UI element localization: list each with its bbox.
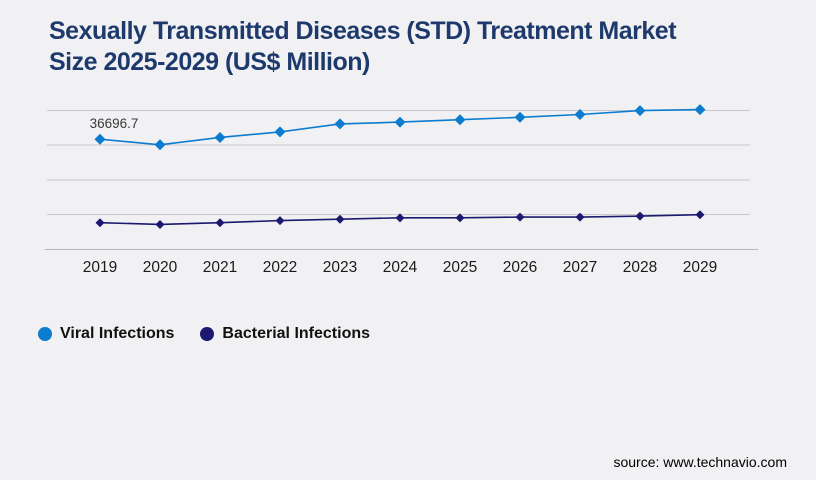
x-axis-tick-label: 2021 <box>203 259 237 276</box>
legend-item-bacterial-infections: Bacterial Infections <box>200 325 370 343</box>
data-point-marker-viral-infections <box>154 139 166 151</box>
legend-marker-icon <box>38 327 52 341</box>
legend-marker-icon <box>200 327 215 341</box>
x-axis-tick-label: 2019 <box>83 259 117 276</box>
data-point-marker-bacterial-infections <box>395 213 405 223</box>
x-axis-tick-label: 2027 <box>563 259 597 276</box>
data-point-marker-viral-infections <box>454 114 466 126</box>
data-point-marker-bacterial-infections <box>215 218 225 228</box>
data-point-marker-bacterial-infections <box>335 214 345 224</box>
data-point-marker-bacterial-infections <box>275 216 285 226</box>
data-point-marker-viral-infections <box>694 104 706 116</box>
chart-title-line1: Sexually Transmitted Diseases (STD) Trea… <box>49 17 677 45</box>
data-point-marker-viral-infections <box>574 108 586 120</box>
data-point-marker-viral-infections <box>334 118 346 130</box>
data-point-marker-bacterial-infections <box>635 211 645 221</box>
x-axis-tick-label: 2020 <box>143 259 178 276</box>
data-point-marker-bacterial-infections <box>155 219 165 229</box>
data-point-marker-viral-infections <box>634 105 646 117</box>
x-axis-tick-label: 2028 <box>623 259 657 276</box>
data-point-marker-viral-infections <box>214 131 226 143</box>
legend-label: Viral Infections <box>60 325 175 342</box>
legend-item-viral-infections: Viral Infections <box>38 325 174 343</box>
x-axis-tick-label: 2025 <box>443 259 477 276</box>
legend-label: Bacterial Infections <box>222 325 371 342</box>
x-axis-tick-label: 2023 <box>323 259 357 276</box>
data-point-marker-bacterial-infections <box>95 218 105 228</box>
data-point-marker-bacterial-infections <box>455 213 465 223</box>
data-point-marker-bacterial-infections <box>695 210 705 220</box>
x-axis-tick-label: 2029 <box>683 259 717 276</box>
data-point-marker-bacterial-infections <box>515 212 525 222</box>
chart-title: Sexually Transmitted Diseases (STD) Trea… <box>49 16 749 78</box>
chart-title-line2: Size 2025-2029 (US$ Million) <box>49 48 370 76</box>
x-axis-tick-label: 2022 <box>263 259 297 276</box>
data-point-marker-viral-infections <box>514 111 526 123</box>
chart-legend: Viral Infections Bacterial Infections <box>38 325 370 343</box>
data-point-marker-bacterial-infections <box>575 212 585 222</box>
data-point-label: 36696.7 <box>90 116 139 131</box>
source-attribution: source: www.technavio.com <box>613 454 787 470</box>
data-point-marker-viral-infections <box>94 133 106 145</box>
data-point-marker-viral-infections <box>394 116 406 128</box>
data-point-marker-viral-infections <box>274 126 286 138</box>
x-axis-tick-label: 2026 <box>503 259 537 276</box>
x-axis-tick-label: 2024 <box>383 259 418 276</box>
